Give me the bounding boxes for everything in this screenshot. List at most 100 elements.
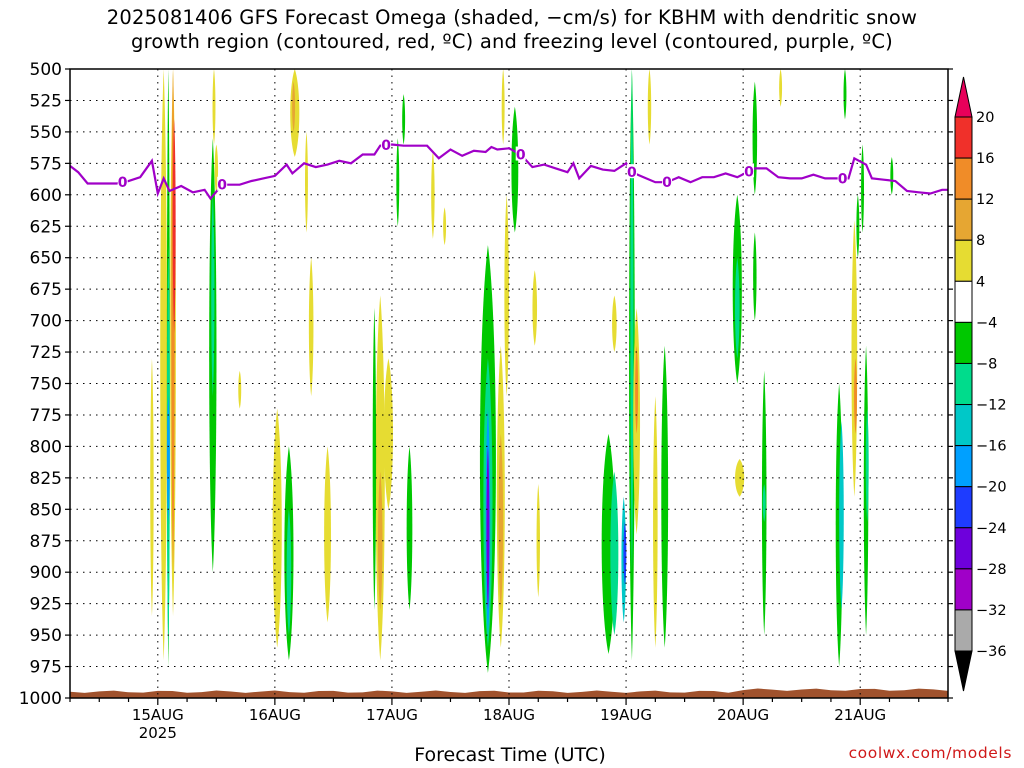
colorbar-label: −36 (976, 644, 1007, 660)
y-tick-label: 700 (30, 312, 62, 332)
omega-region (166, 396, 170, 522)
chart-title-block: 2025081406 GFS Forecast Omega (shaded, −… (0, 6, 1024, 54)
colorbar-label: −32 (976, 603, 1007, 619)
omega-region (839, 421, 844, 610)
colorbar-swatch (954, 280, 973, 323)
contour-label: 0 (838, 171, 848, 187)
omega-shading (150, 69, 894, 673)
omega-region (272, 408, 282, 648)
omega-region (653, 396, 658, 648)
colorbar-swatch (954, 486, 973, 529)
omega-region (501, 69, 505, 145)
colorbar-label: 12 (976, 192, 994, 208)
contour-label: 0 (662, 175, 672, 191)
omega-region (150, 358, 154, 617)
omega-region (612, 295, 617, 353)
x-tick-label: 17AUG (366, 706, 418, 724)
colorbar-swatch (954, 445, 973, 488)
contour-label-bg (381, 137, 392, 152)
contour-label: 0 (217, 178, 227, 194)
colorbar-swatch (954, 157, 973, 200)
y-tick-label: 525 (30, 91, 62, 111)
y-axis: 500 525 550 575 600 625 650 675 700 725 750 775 800 8… (19, 60, 953, 709)
colorbar-swatch (954, 609, 973, 652)
omega-region (238, 370, 242, 409)
colorbar-label: 4 (976, 274, 985, 290)
omega-region (753, 232, 757, 321)
omega-region (851, 219, 858, 497)
contour-label-bg (743, 163, 754, 178)
omega-region (396, 138, 400, 227)
credit-text: coolwx.com/models (848, 744, 1012, 762)
omega-region (372, 308, 377, 610)
contour-label-bg (837, 170, 848, 185)
y-tick-label: 600 (30, 186, 62, 206)
omega-region (532, 270, 538, 346)
contour-label-bg (626, 164, 637, 179)
omega-region (212, 69, 216, 145)
contour-label: 0 (381, 138, 391, 154)
colorbar-label: −24 (976, 521, 1007, 537)
omega-region (630, 69, 634, 573)
x-tick-label: 21AUG (834, 706, 886, 724)
y-tick-label: 875 (30, 532, 62, 552)
omega-region (324, 446, 331, 623)
y-tick-label: 925 (30, 595, 62, 615)
chart-title: 2025081406 GFS Forecast Omega (shaded, −… (106, 6, 918, 29)
omega-region (861, 144, 865, 233)
omega-region (431, 150, 435, 239)
colorbar-swatch (954, 568, 973, 611)
omega-region (511, 106, 519, 233)
omega-region (843, 69, 847, 120)
colorbar-label: 16 (976, 151, 994, 167)
colorbar-swatch (954, 116, 973, 159)
freezing-level-contour (69, 143, 948, 201)
x-tick-label: 16AUG (249, 706, 301, 724)
omega-region (286, 509, 292, 636)
y-tick-label: 900 (30, 563, 62, 583)
colorbar-swatch (954, 527, 973, 570)
y-tick-label: 550 (30, 123, 62, 143)
colorbar-label: 20 (976, 110, 994, 126)
colorbar-label: −12 (976, 398, 1007, 414)
omega-region (635, 345, 639, 434)
contour-label-bg (217, 176, 228, 191)
y-tick-label: 575 (30, 154, 62, 174)
omega-region (486, 446, 490, 610)
y-tick-label: 625 (30, 217, 62, 237)
x-tick-sublabel: 2025 (139, 724, 177, 742)
x-tick-label: 19AUG (600, 706, 652, 724)
omega-region (504, 194, 509, 397)
x-tick-label: 20AUG (717, 706, 769, 724)
omega-region (443, 207, 447, 246)
omega-region (779, 69, 783, 107)
omega-region (160, 69, 168, 661)
y-tick-label: 1000 (19, 689, 62, 709)
y-tick-label: 650 (30, 249, 62, 269)
contour-label-bg (515, 146, 526, 161)
colorbar-swatch (954, 404, 973, 447)
colorbar-label: −20 (976, 480, 1007, 496)
omega-region (661, 345, 669, 648)
plot-frame (69, 68, 949, 699)
colorbar-label: −8 (976, 356, 997, 372)
colorbar-label: −16 (976, 439, 1007, 455)
contour-label-bg (117, 174, 128, 189)
y-tick-label: 825 (30, 469, 62, 489)
omega-region (308, 257, 314, 397)
y-tick-label: 975 (30, 658, 62, 678)
colorbar: 20 16 12 8 4 −4 −8 −12 −16 −20 −24 −28 −32 −36 (954, 76, 1007, 692)
colorbar-swatch (954, 198, 973, 241)
omega-region (610, 471, 619, 636)
omega-region (377, 471, 383, 610)
colorbar-swatch (954, 362, 973, 406)
y-tick-label: 950 (30, 626, 62, 646)
contour-label: 0 (516, 148, 526, 164)
grid-lines (70, 68, 948, 699)
colorbar-label: 8 (976, 233, 985, 249)
x-tick-label: 18AUG (483, 706, 535, 724)
y-tick-label: 775 (30, 406, 62, 426)
omega-region (292, 81, 296, 132)
